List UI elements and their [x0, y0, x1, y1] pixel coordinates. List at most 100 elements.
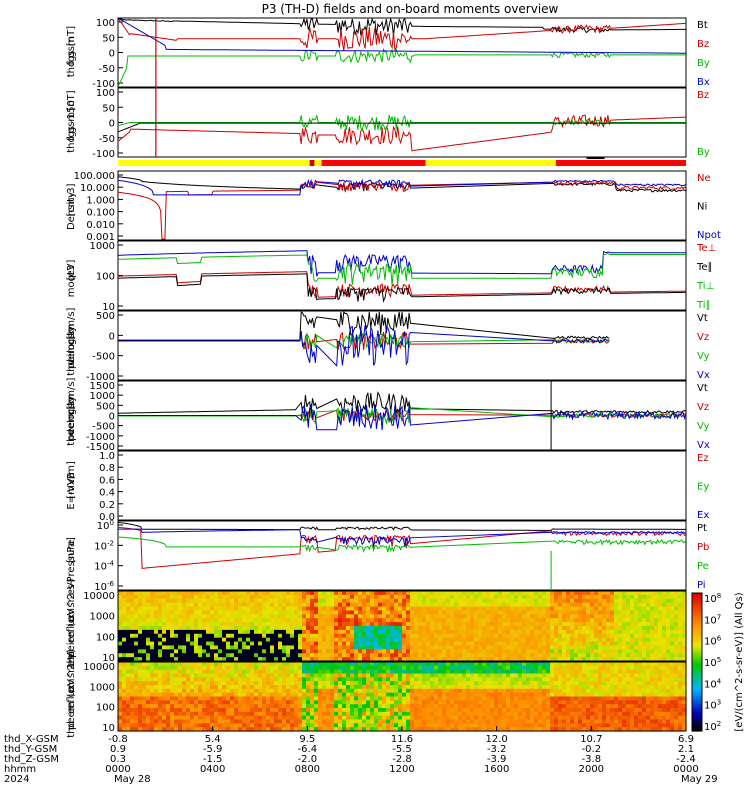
spec-cell [350, 685, 355, 690]
spec-cell [386, 665, 391, 671]
spec-cell [242, 692, 247, 698]
spec-cell [630, 606, 635, 612]
ylabel-line: moqt3 [66, 265, 77, 298]
spec-cell [602, 657, 607, 662]
spec-cell [310, 673, 315, 678]
spec-cell [402, 598, 407, 604]
spec-cell [462, 700, 467, 705]
spec-cell [470, 591, 475, 596]
spec-cell [358, 614, 363, 619]
spec-cell [482, 637, 487, 643]
spec-cell [566, 685, 571, 690]
spec-cell [186, 681, 191, 686]
spec-cell [514, 622, 519, 627]
spec-cell [582, 723, 587, 728]
spec-cell [378, 594, 383, 600]
spec-cell [562, 641, 567, 647]
spec-cell [166, 591, 171, 596]
spec-cell [142, 622, 147, 627]
spec-cell [262, 657, 267, 662]
spec-cell [554, 618, 559, 623]
spec-cell [594, 598, 599, 604]
spec-cell [550, 723, 555, 728]
spec-cell [230, 591, 235, 596]
spec-cell [614, 614, 619, 619]
spec-cell [318, 727, 323, 732]
spec-cell [566, 677, 571, 682]
spec-cell [226, 677, 231, 682]
spec-cell [534, 637, 539, 643]
spec-cell [282, 681, 287, 686]
spec-cell [362, 719, 367, 724]
spec-cell [142, 653, 147, 658]
spec-cell [390, 692, 395, 698]
spec-cell [182, 681, 187, 686]
spec-cell [562, 704, 567, 709]
spec-cell [662, 633, 667, 639]
spec-cell [398, 681, 403, 686]
spec-cell [282, 653, 287, 658]
spec-cell [142, 645, 147, 650]
spec-cell [426, 692, 431, 698]
spec-cell [462, 653, 467, 658]
spec-cell [494, 649, 499, 654]
spec-cell [530, 727, 535, 732]
spec-cell [238, 715, 243, 721]
spec-cell [206, 622, 211, 627]
spec-cell [262, 633, 267, 639]
spec-cell [502, 708, 507, 713]
spec-cell [374, 692, 379, 698]
spec-cell [330, 700, 335, 705]
spec-cell [394, 708, 399, 713]
spec-cell [462, 622, 467, 627]
spec-cell [326, 591, 331, 596]
spec-cell [542, 708, 547, 713]
spec-cell [534, 657, 539, 662]
spec-cell [214, 692, 219, 698]
spec-cell [426, 681, 431, 686]
spec-cell [194, 591, 199, 596]
spec-cell [530, 696, 535, 701]
spec-cell [498, 669, 503, 675]
spec-cell [538, 719, 543, 724]
spec-cell [378, 700, 383, 705]
spec-cell [330, 669, 335, 675]
spec-cell [494, 610, 499, 615]
spec-cell [438, 681, 443, 686]
spec-cell [230, 626, 235, 631]
spec-cell [258, 665, 263, 671]
spec-cell [434, 626, 439, 631]
spec-cell [222, 657, 227, 662]
spec-cell [318, 688, 323, 694]
spec-cell [238, 637, 243, 643]
spec-cell [238, 662, 243, 667]
spec-cell [458, 649, 463, 654]
spec-cell [662, 606, 667, 612]
spec-cell [186, 692, 191, 698]
spec-cell [138, 629, 143, 635]
spec-cell [574, 696, 579, 701]
spec-cell [550, 641, 555, 647]
spec-cell [290, 622, 295, 627]
spec-cell [542, 641, 547, 647]
spec-cell [226, 649, 231, 654]
spec-cell [494, 657, 499, 662]
spec-cell [402, 692, 407, 698]
spec-cell [426, 622, 431, 627]
spec-cell [402, 622, 407, 627]
spec-cell [186, 618, 191, 623]
spec-cell [398, 622, 403, 627]
spec-cell [266, 692, 271, 698]
spec-cell [490, 622, 495, 627]
spec-cell [342, 719, 347, 724]
spec-cell [346, 637, 351, 643]
spec-cell [362, 614, 367, 619]
spec-cell [250, 657, 255, 662]
spec-cell [658, 610, 663, 615]
spec-cell [530, 633, 535, 639]
spec-cell [562, 591, 567, 596]
spec-cell [618, 641, 623, 647]
spec-cell [410, 657, 415, 662]
spec-cell [242, 645, 247, 650]
spec-cell [174, 700, 179, 705]
